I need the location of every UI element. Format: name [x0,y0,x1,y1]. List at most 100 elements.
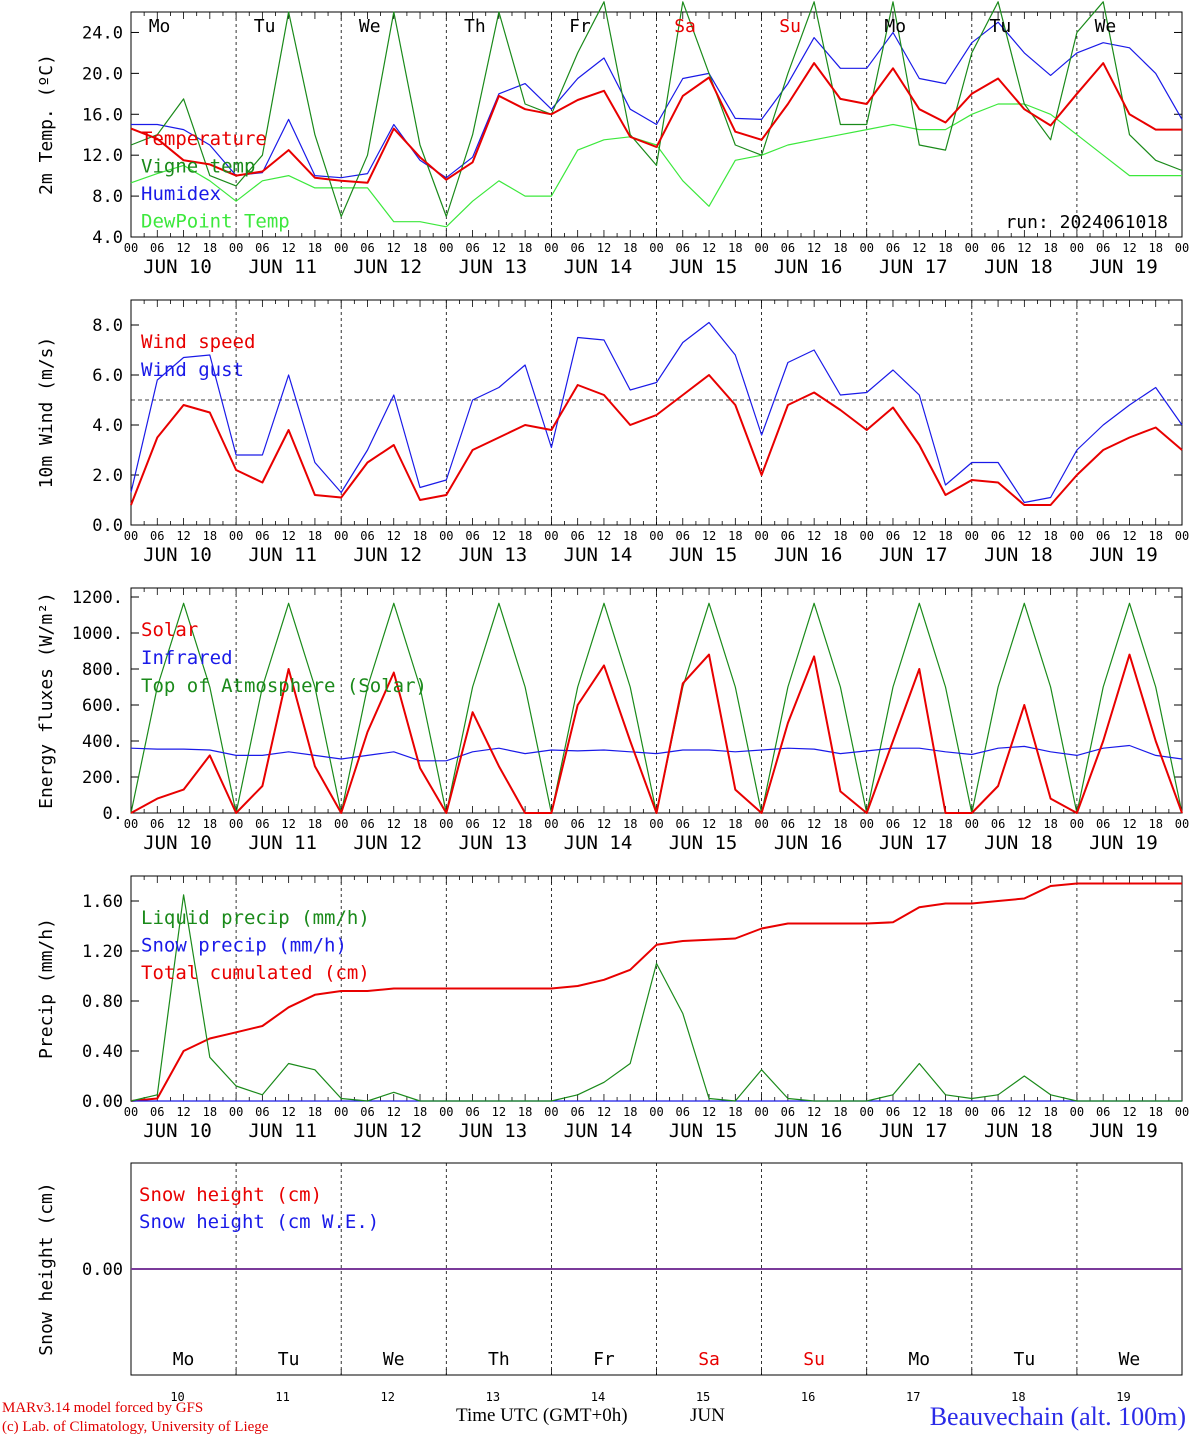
hour-tick-label: 00 [859,817,873,831]
hour-tick-label: 12 [387,241,401,255]
hour-tick-label: 12 [912,817,926,831]
hour-tick-label: 18 [728,241,742,255]
hour-tick-label: 06 [360,529,374,543]
hour-tick-label: 18 [1148,241,1162,255]
hour-tick-label: 12 [492,241,506,255]
hour-tick-label: 18 [518,817,532,831]
hour-tick-label: 06 [360,1105,374,1119]
y-axis-label: 2m Temp. (ºC) [36,54,57,195]
y-tick-label: 16.0 [82,105,123,125]
hour-tick-label: 06 [465,241,479,255]
hour-tick-label: 00 [649,817,663,831]
y-tick-label: 24.0 [82,23,123,43]
hour-tick-label: 18 [728,1105,742,1119]
hour-tick-label: 06 [676,1105,690,1119]
legend-entry: Top of Atmosphere (Solar) [141,675,427,697]
y-tick-label: 1.20 [82,942,123,962]
date-label: JUN 13 [459,544,528,566]
hour-tick-label: 06 [886,817,900,831]
day-number-label: 18 [1011,1390,1025,1404]
hour-tick-label: 12 [597,241,611,255]
hour-tick-label: 18 [413,529,427,543]
hour-tick-label: 00 [859,241,873,255]
hour-tick-label: 18 [308,529,322,543]
series-line-solar [130,653,1183,814]
hour-tick-label: 18 [203,529,217,543]
day-number-label: 14 [591,1390,605,1404]
hour-tick-label: 00 [649,1105,663,1119]
hour-tick-label: 18 [623,529,637,543]
legend-entry: Solar [141,619,198,641]
hour-tick-label: 06 [570,817,584,831]
hour-tick-label: 06 [886,1105,900,1119]
weekday-label: Mo [149,16,171,37]
hour-tick-label: 06 [886,529,900,543]
hour-tick-label: 00 [965,529,979,543]
hour-tick-label: 00 [1175,1105,1189,1119]
hour-tick-label: 18 [413,241,427,255]
date-label: JUN 14 [564,1120,633,1142]
legend-entry: Snow height (cm W.E.) [139,1211,379,1233]
hour-tick-label: 18 [833,1105,847,1119]
hour-tick-label: 12 [176,529,190,543]
hour-tick-label: 18 [1043,241,1057,255]
hour-tick-label: 06 [781,241,795,255]
hour-tick-label: 12 [807,1105,821,1119]
hour-tick-label: 06 [255,817,269,831]
y-tick-label: 0.00 [82,1092,123,1112]
hour-tick-label: 18 [833,817,847,831]
legend-entry: Wind speed [141,331,255,353]
hour-tick-label: 18 [728,817,742,831]
y-tick-label: 2.0 [92,466,123,486]
lab-credit: (c) Lab. of Climatology, University of L… [2,1419,269,1435]
hour-tick-label: 06 [570,241,584,255]
weekday-label: Mo [884,16,906,37]
hour-tick-label: 12 [387,817,401,831]
hour-tick-label: 06 [991,817,1005,831]
hour-tick-label: 12 [702,817,716,831]
hour-tick-label: 18 [308,817,322,831]
hour-tick-label: 12 [281,1105,295,1119]
y-tick-label: 1200. [72,588,123,608]
y-axis-label: Snow height (cm) [36,1182,57,1355]
y-axis-label: Precip (mm/h) [36,918,57,1059]
hour-tick-label: 06 [465,1105,479,1119]
model-credit: MARv3.14 model forced by GFS [2,1400,204,1416]
hour-tick-label: 00 [1070,1105,1084,1119]
y-tick-label: 6.0 [92,366,123,386]
hour-tick-label: 06 [991,529,1005,543]
series-line-wind-gust [130,321,1183,504]
hour-tick-label: 12 [807,529,821,543]
hour-tick-label: 12 [912,529,926,543]
weekday-label: Su [803,1349,825,1370]
y-tick-label: 0.40 [82,1042,123,1062]
hour-tick-label: 12 [492,817,506,831]
hour-tick-label: 12 [1122,817,1136,831]
panel-2-frame [130,299,1183,526]
date-label: JUN 18 [984,1120,1053,1142]
hour-tick-label: 00 [1175,529,1189,543]
hour-tick-label: 12 [912,1105,926,1119]
hour-tick-label: 00 [965,241,979,255]
date-label: JUN 10 [143,544,212,566]
hour-tick-label: 06 [886,241,900,255]
hour-tick-label: 12 [1122,1105,1136,1119]
y-tick-label: 8.0 [92,187,123,207]
y-tick-label: 4.0 [92,416,123,436]
month-label: JUN [690,1405,725,1426]
legend-entry: Snow height (cm) [139,1184,322,1206]
hour-tick-label: 12 [597,1105,611,1119]
hour-tick-label: 00 [544,1105,558,1119]
hour-tick-label: 18 [518,241,532,255]
hour-tick-label: 00 [334,241,348,255]
hour-tick-label: 00 [965,817,979,831]
hour-tick-label: 06 [255,1105,269,1119]
hour-tick-label: 12 [1017,241,1031,255]
hour-tick-label: 06 [1096,817,1110,831]
hour-tick-label: 12 [281,241,295,255]
y-tick-label: 1000. [72,624,123,644]
hour-tick-label: 00 [334,1105,348,1119]
date-label: JUN 11 [248,832,317,854]
hour-tick-label: 00 [334,529,348,543]
